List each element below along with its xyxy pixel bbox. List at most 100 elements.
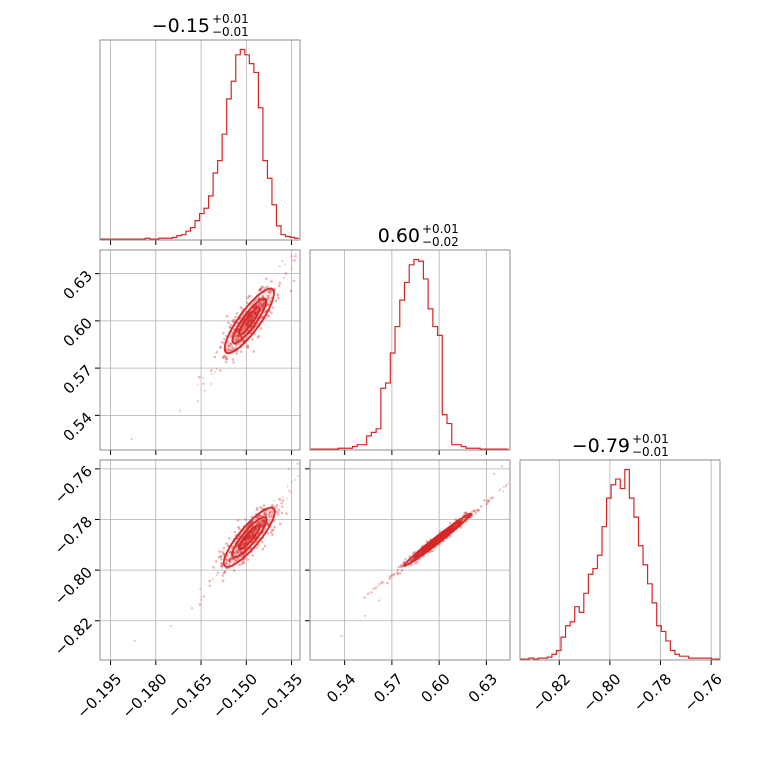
sample-point bbox=[235, 352, 238, 355]
sample-point bbox=[250, 531, 254, 535]
sample-point bbox=[274, 299, 278, 303]
sample-point bbox=[290, 267, 293, 270]
sample-point bbox=[253, 311, 256, 315]
sample-point bbox=[231, 347, 235, 350]
sample-point bbox=[227, 350, 230, 353]
sample-point bbox=[247, 319, 251, 323]
sample-point bbox=[237, 557, 241, 561]
sample-point bbox=[242, 553, 246, 556]
sample-point bbox=[284, 272, 288, 275]
sample-point bbox=[228, 560, 232, 564]
sample-point bbox=[235, 335, 238, 338]
sample-point bbox=[253, 529, 257, 533]
sample-point bbox=[251, 338, 254, 341]
sample-point bbox=[262, 520, 266, 523]
sample-point bbox=[130, 437, 133, 441]
title-upper: +0.01 bbox=[632, 432, 669, 446]
sample-point bbox=[229, 342, 232, 346]
sample-point bbox=[286, 485, 289, 488]
sample-point bbox=[257, 303, 261, 306]
sample-point bbox=[251, 531, 254, 534]
sample-point bbox=[270, 514, 274, 517]
sample-point bbox=[464, 511, 468, 514]
sample-point bbox=[235, 559, 239, 562]
sample-point bbox=[227, 348, 230, 351]
sample-point bbox=[251, 554, 255, 557]
sample-point bbox=[373, 587, 376, 590]
y-tick-label: 0.57 bbox=[60, 361, 96, 397]
sample-point bbox=[269, 531, 273, 534]
sample-point bbox=[223, 570, 227, 574]
contour-level bbox=[231, 516, 268, 559]
sample-point bbox=[202, 382, 205, 385]
sample-point bbox=[261, 303, 264, 307]
sample-point bbox=[248, 535, 251, 538]
sample-point bbox=[259, 301, 263, 304]
sample-point bbox=[219, 346, 222, 350]
sample-point bbox=[262, 504, 266, 507]
sample-point bbox=[289, 254, 293, 257]
sample-point bbox=[499, 488, 502, 491]
sample-point bbox=[238, 527, 241, 531]
sample-point bbox=[290, 256, 293, 259]
sample-point bbox=[220, 341, 224, 344]
sample-point bbox=[247, 318, 251, 321]
sample-point bbox=[293, 255, 296, 258]
y-tick-label: −0.78 bbox=[51, 513, 96, 558]
sample-point bbox=[220, 562, 223, 565]
sample-point bbox=[265, 514, 268, 518]
panel-title: −0.79 +0.01−0.01 bbox=[572, 432, 669, 459]
sample-point bbox=[242, 339, 246, 342]
sample-point bbox=[268, 300, 272, 303]
sample-point bbox=[252, 531, 256, 534]
sample-point bbox=[250, 314, 254, 318]
sample-point bbox=[252, 350, 255, 353]
sample-point bbox=[257, 334, 261, 338]
sample-point bbox=[261, 519, 265, 523]
panel-hist-param-2: 0.60 +0.01−0.02 bbox=[309, 222, 511, 455]
sample-point bbox=[474, 511, 478, 515]
sample-point bbox=[240, 562, 244, 566]
sample-point bbox=[374, 587, 377, 590]
sample-point bbox=[448, 535, 452, 538]
sample-point bbox=[268, 510, 272, 513]
sample-point bbox=[242, 560, 246, 564]
sample-point bbox=[263, 301, 266, 304]
sample-point bbox=[244, 322, 248, 325]
sample-point bbox=[477, 509, 480, 512]
sample-point bbox=[224, 360, 228, 364]
sample-point bbox=[254, 312, 257, 316]
sample-point bbox=[225, 561, 228, 565]
sample-point bbox=[227, 344, 230, 348]
sample-point bbox=[235, 537, 239, 541]
x-tick-label: −0.135 bbox=[254, 670, 306, 722]
sample-point bbox=[235, 550, 238, 554]
sample-point bbox=[228, 558, 232, 561]
sample-point bbox=[236, 335, 240, 338]
sample-point bbox=[221, 574, 225, 577]
title-lower: −0.01 bbox=[632, 445, 669, 459]
sample-point bbox=[224, 570, 227, 573]
sample-point bbox=[246, 319, 250, 323]
sample-point bbox=[416, 561, 419, 564]
sample-point bbox=[249, 522, 252, 525]
sample-point bbox=[248, 294, 252, 298]
sample-point bbox=[380, 582, 383, 585]
sample-point bbox=[364, 614, 367, 617]
sample-point bbox=[219, 345, 222, 348]
sample-point bbox=[414, 562, 417, 565]
sample-point bbox=[501, 465, 504, 468]
sample-point bbox=[251, 529, 255, 533]
sample-point bbox=[239, 350, 243, 353]
x-tick-label: 0.57 bbox=[370, 670, 406, 706]
sample-point bbox=[380, 581, 384, 584]
sample-point bbox=[281, 496, 284, 499]
sample-point bbox=[256, 336, 260, 339]
sample-point bbox=[259, 519, 263, 523]
sample-point bbox=[392, 573, 396, 576]
sample-point bbox=[246, 558, 250, 561]
sample-point bbox=[211, 578, 214, 581]
panel-title: 0.60 +0.01−0.02 bbox=[378, 222, 459, 249]
sample-point bbox=[245, 537, 248, 540]
axes-frame bbox=[519, 459, 721, 661]
